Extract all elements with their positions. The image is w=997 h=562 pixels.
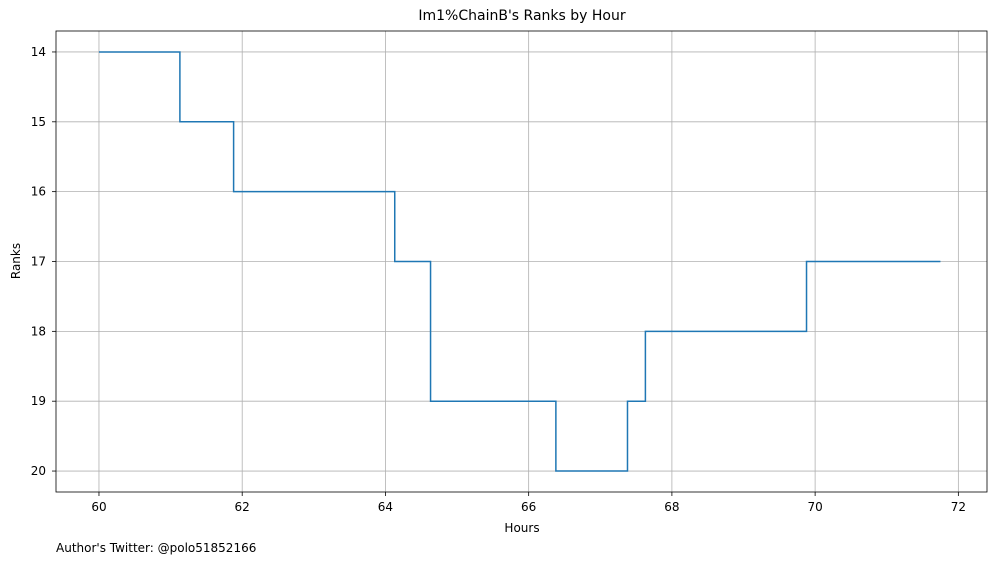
x-axis-label: Hours (504, 521, 539, 535)
y-tick-label: 17 (31, 255, 46, 269)
y-axis: 14 15 16 17 18 19 20 (31, 45, 56, 478)
y-tick-label: 20 (31, 464, 46, 478)
chart-title: Im1%ChainB's Ranks by Hour (418, 8, 625, 24)
y-tick-label: 14 (31, 45, 46, 59)
x-tick-label: 72 (951, 500, 966, 514)
series-layer (98, 51, 941, 472)
rank-step-line (98, 51, 941, 472)
x-tick-label: 62 (235, 500, 250, 514)
x-tick-label: 64 (378, 500, 393, 514)
y-tick-label: 19 (31, 394, 46, 408)
x-tick-label: 60 (91, 500, 106, 514)
x-tick-label: 66 (521, 500, 536, 514)
x-tick-label: 68 (664, 500, 679, 514)
x-axis: 60 62 64 66 68 70 72 (91, 492, 966, 514)
y-tick-label: 16 (31, 185, 46, 199)
y-axis-label: Ranks (9, 243, 23, 279)
y-tick-label: 18 (31, 324, 46, 338)
y-tick-label: 15 (31, 115, 46, 129)
x-tick-label: 70 (807, 500, 822, 514)
author-credit: Author's Twitter: @polo51852166 (56, 541, 256, 555)
